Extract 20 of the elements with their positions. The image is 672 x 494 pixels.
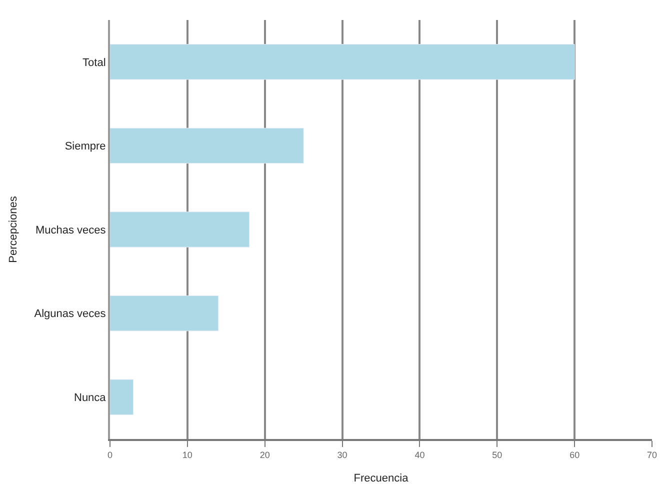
y-tick-label: Nunca xyxy=(74,392,107,404)
y-axis-title: Percepciones xyxy=(7,196,20,263)
bar xyxy=(110,44,575,80)
x-tick-label: 40 xyxy=(414,450,425,460)
x-tick-label: 0 xyxy=(107,450,113,460)
x-tick-label: 20 xyxy=(260,450,270,460)
y-tick-label: Algunas veces xyxy=(34,308,106,320)
x-tick-label: 10 xyxy=(182,450,192,460)
x-tick-label: 60 xyxy=(570,450,580,460)
y-tick-label: Total xyxy=(82,56,106,69)
x-axis-title: Frecuencia xyxy=(354,472,410,484)
y-tick-label: Siempre xyxy=(64,140,106,153)
bar xyxy=(110,212,250,248)
x-tick-label: 30 xyxy=(337,450,348,460)
bar xyxy=(110,295,219,332)
x-tick-label: 50 xyxy=(492,450,502,460)
bar xyxy=(110,379,134,415)
x-tick-label: 70 xyxy=(646,450,658,460)
y-tick-label: Muchas veces xyxy=(35,224,106,236)
bar xyxy=(110,128,304,164)
